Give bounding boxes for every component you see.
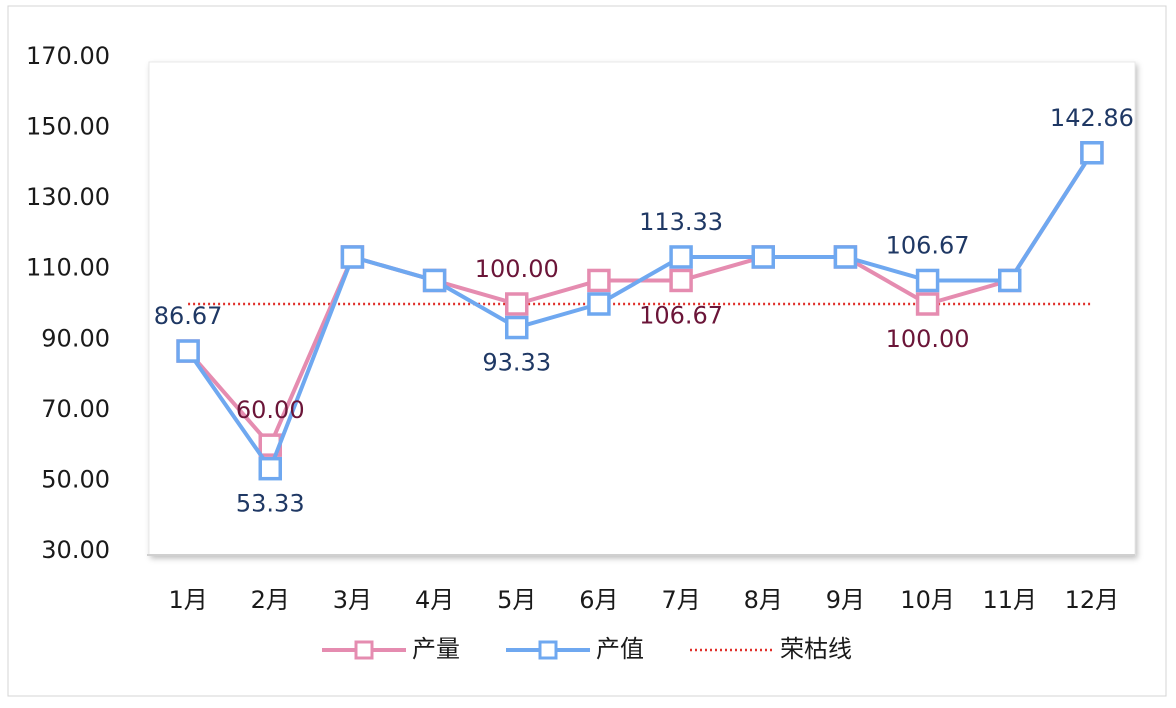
marker [1080, 141, 1104, 165]
data-label: 60.00 [236, 396, 305, 424]
x-tick-label: 12月 [1065, 586, 1120, 614]
data-label: 106.67 [639, 301, 723, 329]
x-tick-label: 4月 [415, 586, 454, 614]
data-label: 113.33 [639, 208, 723, 236]
x-tick-label: 6月 [579, 586, 618, 614]
marker [505, 292, 529, 316]
y-tick-label: 90.00 [41, 324, 110, 352]
marker [669, 245, 693, 269]
x-tick-label: 11月 [982, 586, 1037, 614]
data-label: 100.00 [475, 255, 559, 283]
data-label: 93.33 [482, 349, 551, 377]
series-line [186, 151, 1094, 471]
x-tick-label: 3月 [333, 586, 372, 614]
marker [998, 268, 1022, 293]
data-label: 100.00 [886, 325, 970, 353]
data-label: 142.86 [1050, 104, 1134, 132]
marker [669, 268, 693, 293]
legend-swatch [538, 640, 558, 660]
x-tick-label: 1月 [168, 586, 207, 614]
marker [422, 268, 447, 293]
marker [258, 456, 282, 481]
marker [505, 315, 529, 340]
y-tick-label: 50.00 [41, 465, 110, 493]
y-tick-label: 170.00 [26, 42, 110, 70]
marker [587, 292, 611, 316]
y-tick-label: 110.00 [26, 254, 110, 282]
x-tick-label: 5月 [497, 586, 536, 614]
x-tick-label: 2月 [251, 586, 290, 614]
plot-area [148, 61, 1136, 556]
marker [833, 245, 858, 269]
legend-label: 产值 [596, 635, 644, 663]
x-tick-label: 9月 [826, 586, 865, 614]
marker [751, 245, 775, 269]
data-label: 86.67 [154, 302, 223, 330]
data-label: 53.33 [236, 490, 305, 518]
marker [587, 268, 611, 293]
marker [340, 245, 365, 269]
x-tick-label: 8月 [744, 586, 783, 614]
x-tick-label: 7月 [661, 586, 700, 614]
y-tick-label: 150.00 [26, 113, 110, 141]
x-tick-label: 10月 [900, 586, 955, 614]
y-tick-label: 30.00 [41, 536, 110, 564]
y-tick-label: 70.00 [41, 395, 110, 423]
legend-label: 荣枯线 [780, 635, 852, 663]
legend-label: 产量 [412, 635, 460, 663]
legend-swatch [354, 640, 374, 660]
marker [176, 339, 200, 363]
marker [915, 292, 940, 316]
y-tick-label: 130.00 [26, 183, 110, 211]
data-label: 106.67 [886, 231, 970, 259]
marker [915, 268, 940, 293]
